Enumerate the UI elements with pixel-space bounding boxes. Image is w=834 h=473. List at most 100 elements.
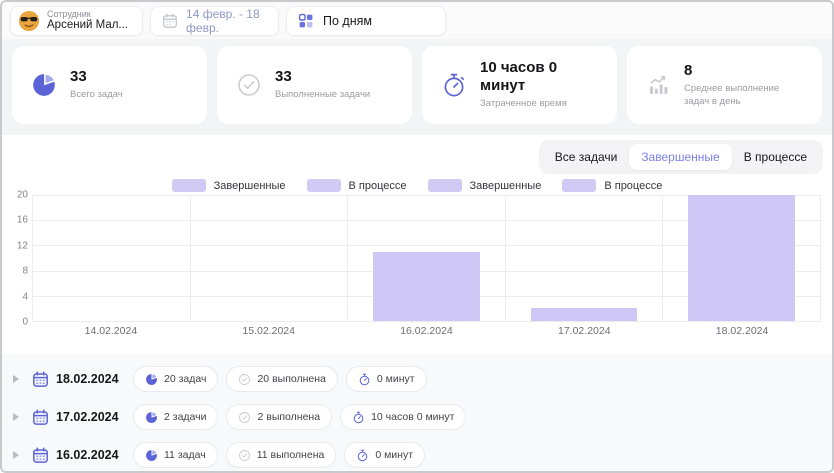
group-by-value: По дням bbox=[323, 13, 372, 28]
legend-label: В процессе bbox=[604, 179, 663, 192]
legend-item: В процессе bbox=[306, 179, 407, 192]
bar-chart-icon bbox=[646, 73, 671, 98]
completed-count: 11 выполнена bbox=[256, 449, 325, 461]
tasks-count: 11 задач bbox=[164, 449, 206, 461]
time-badge: 0 минут bbox=[344, 442, 426, 468]
calendar-icon bbox=[32, 447, 49, 464]
stat-value: 33 bbox=[275, 68, 292, 86]
chart-column bbox=[663, 195, 821, 321]
date-range-picker[interactable]: 14 февр. - 18 февр. bbox=[150, 5, 280, 36]
chart-column bbox=[191, 195, 349, 321]
tasks-count: 2 задачи bbox=[164, 411, 207, 423]
bar-chart: 20 16 12 8 4 0 14.02.2024 15.02.20 bbox=[6, 190, 821, 337]
completed-count-badge: 20 выполнена bbox=[226, 366, 338, 392]
tab-in-progress[interactable]: В процессе bbox=[743, 150, 807, 164]
day-rows: 18.02.2024 20 задач 20 выполнена 0 минут… bbox=[2, 354, 832, 471]
grid-icon bbox=[298, 13, 314, 29]
employee-selector[interactable]: Сотрудник Арсений Мал... bbox=[10, 5, 144, 36]
stopwatch-icon bbox=[441, 72, 467, 98]
x-tick: 18.02.2024 bbox=[715, 325, 769, 337]
stopwatch-icon bbox=[353, 411, 364, 423]
chevron-right-icon[interactable] bbox=[13, 413, 19, 421]
time-value: 10 часов 0 минут bbox=[371, 411, 455, 423]
x-tick: 14.02.2024 bbox=[84, 325, 138, 337]
legend-item: В процессе bbox=[562, 179, 662, 192]
avatar bbox=[19, 10, 39, 31]
legend-swatch bbox=[306, 179, 341, 192]
completed-count-badge: 2 выполнена bbox=[226, 404, 333, 430]
stat-label: Выполненные задачи bbox=[275, 89, 371, 101]
tasks-count-badge: 2 задачи bbox=[133, 404, 219, 430]
chart-legend: Завершенные В процессе Завершенные В про… bbox=[6, 179, 828, 192]
check-circle-icon bbox=[236, 72, 262, 98]
day-row[interactable]: 16.02.2024 11 задач 11 выполнена 0 минут bbox=[10, 441, 832, 469]
stat-value: 10 часов 0 минут bbox=[480, 59, 558, 95]
tasks-count-badge: 11 задач bbox=[133, 442, 218, 468]
legend-item: Завершенные bbox=[427, 179, 542, 192]
chevron-right-icon[interactable] bbox=[13, 375, 19, 383]
y-tick: 4 bbox=[22, 291, 28, 303]
day-date: 16.02.2024 bbox=[56, 448, 119, 462]
stat-label: Среднее выполнение задач в день bbox=[684, 83, 780, 107]
group-by-select[interactable]: По дням bbox=[286, 5, 447, 36]
y-tick: 16 bbox=[16, 214, 28, 226]
chart-panel: Все задачи Завершенные В процессе Заверш… bbox=[6, 135, 828, 354]
stat-card-time-spent: 10 часов 0 минут Затраченное время bbox=[422, 46, 617, 124]
legend-swatch bbox=[427, 179, 462, 192]
y-tick: 0 bbox=[22, 316, 28, 328]
time-value: 0 минут bbox=[376, 373, 415, 385]
y-axis: 20 16 12 8 4 0 bbox=[6, 190, 28, 328]
check-circle-icon bbox=[239, 411, 251, 423]
legend-label: В процессе bbox=[348, 179, 407, 192]
day-row[interactable]: 17.02.2024 2 задачи 2 выполнена 10 часов… bbox=[10, 403, 832, 431]
x-tick: 17.02.2024 bbox=[558, 325, 611, 337]
stat-value: 33 bbox=[70, 68, 87, 86]
employee-name: Арсений Мал... bbox=[47, 19, 129, 32]
chart-column bbox=[348, 195, 506, 321]
stat-value: 8 bbox=[684, 62, 693, 80]
calendar-icon bbox=[162, 13, 178, 29]
x-axis: 14.02.2024 15.02.2024 16.02.2024 17.02.2… bbox=[32, 325, 821, 337]
day-date: 18.02.2024 bbox=[56, 372, 119, 386]
pie-chart-icon bbox=[146, 449, 158, 461]
y-tick: 8 bbox=[22, 265, 28, 277]
stats-cards: 33 Всего задач 33 Выполненные задачи 10 … bbox=[2, 39, 832, 135]
pie-chart-icon bbox=[31, 72, 57, 98]
pie-chart-icon bbox=[146, 373, 158, 385]
plot-area bbox=[32, 195, 821, 322]
stopwatch-icon bbox=[359, 373, 370, 385]
completed-count: 2 выполнена bbox=[257, 411, 321, 423]
tasks-count: 20 задач bbox=[164, 373, 207, 385]
check-circle-icon bbox=[238, 449, 250, 461]
stat-card-completed-tasks: 33 Выполненные задачи bbox=[217, 46, 412, 124]
tab-all-tasks[interactable]: Все задачи bbox=[554, 150, 618, 164]
time-badge: 10 часов 0 минут bbox=[340, 404, 467, 430]
date-range-value: 14 февр. - 18 февр. bbox=[186, 6, 260, 35]
legend-label: Завершенные bbox=[469, 179, 542, 192]
bar-18-02[interactable] bbox=[688, 195, 795, 321]
x-tick: 15.02.2024 bbox=[242, 325, 295, 337]
calendar-icon bbox=[32, 371, 49, 388]
bar-17-02[interactable] bbox=[530, 308, 638, 321]
employee-field-label: Сотрудник bbox=[47, 8, 91, 19]
tasks-count-badge: 20 задач bbox=[133, 366, 219, 392]
day-row[interactable]: 18.02.2024 20 задач 20 выполнена 0 минут bbox=[10, 365, 832, 393]
time-value: 0 минут bbox=[375, 449, 414, 461]
tab-completed[interactable]: Завершенные bbox=[629, 144, 732, 170]
task-filter-tabs: Все задачи Завершенные В процессе bbox=[538, 140, 823, 174]
legend-item: Завершенные bbox=[171, 179, 286, 192]
bar-16-02[interactable] bbox=[373, 251, 480, 321]
legend-swatch bbox=[171, 179, 206, 192]
chevron-right-icon[interactable] bbox=[13, 451, 19, 459]
stat-card-avg-tasks: 8 Среднее выполнение задач в день bbox=[627, 46, 822, 124]
completed-count-badge: 11 выполнена bbox=[225, 442, 337, 468]
calendar-icon bbox=[32, 409, 49, 426]
pie-chart-icon bbox=[146, 411, 158, 423]
x-tick: 16.02.2024 bbox=[400, 325, 453, 337]
stopwatch-icon bbox=[358, 449, 368, 461]
stat-label: Всего задач bbox=[70, 89, 123, 101]
y-tick: 20 bbox=[16, 189, 28, 201]
legend-label: Завершенные bbox=[213, 179, 286, 192]
day-date: 17.02.2024 bbox=[56, 410, 119, 424]
